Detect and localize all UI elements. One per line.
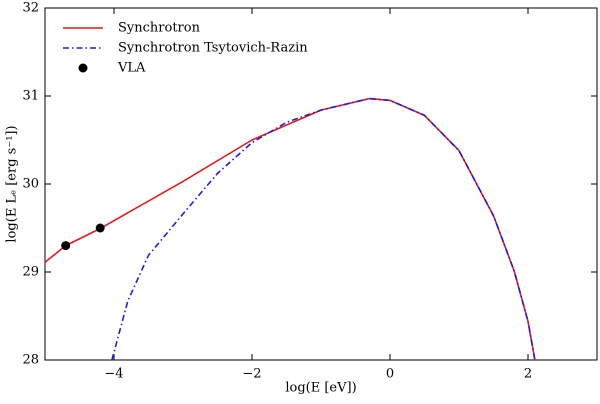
data-point	[95, 223, 105, 233]
legend-marker	[78, 63, 88, 73]
y-tick-label: 28	[22, 353, 39, 368]
legend-label: Synchrotron Tsytovich-Razin	[118, 41, 308, 56]
x-tick-label: −4	[104, 367, 123, 382]
y-tick-label: 29	[22, 265, 39, 280]
y-axis-label: log(E Lₑ [erg s⁻¹])	[5, 125, 20, 242]
legend-label: VLA	[117, 61, 146, 76]
series-line	[111, 97, 536, 361]
x-tick-label: 2	[524, 367, 532, 382]
y-tick-label: 32	[22, 1, 39, 16]
x-axis-label: log(E [eV])	[285, 381, 356, 396]
x-tick-label: −2	[242, 367, 261, 382]
legend-label: Synchrotron	[118, 21, 201, 36]
data-point	[61, 241, 71, 251]
x-tick-label: 0	[386, 367, 394, 382]
y-tick-label: 31	[22, 89, 39, 104]
y-tick-label: 30	[22, 177, 39, 192]
series-line	[44, 97, 536, 361]
